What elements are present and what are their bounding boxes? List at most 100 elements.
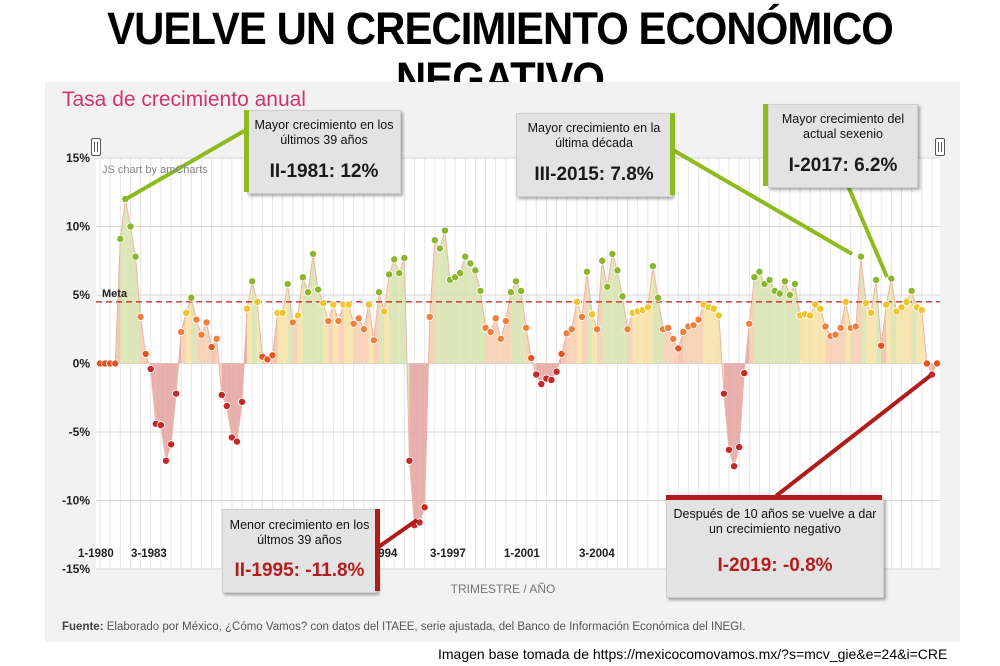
data-point bbox=[821, 322, 830, 331]
data-point bbox=[161, 456, 170, 465]
data-point bbox=[674, 344, 683, 353]
amcharts-credit[interactable]: JS chart by amCharts bbox=[102, 164, 208, 176]
connector-2015 bbox=[671, 148, 854, 256]
data-point bbox=[755, 267, 764, 276]
area-segment bbox=[145, 353, 151, 369]
data-point bbox=[664, 323, 673, 332]
data-point bbox=[623, 325, 632, 334]
data-point bbox=[511, 277, 520, 286]
data-point bbox=[785, 290, 794, 299]
area-segment bbox=[414, 363, 420, 526]
data-point bbox=[547, 375, 556, 384]
data-point bbox=[202, 318, 211, 327]
data-point bbox=[334, 317, 343, 326]
data-point bbox=[902, 297, 911, 306]
image-credit: Imagen base tomada de https://mexicocomo… bbox=[438, 646, 948, 662]
area-segment bbox=[734, 363, 740, 467]
y-tick-label: -15% bbox=[62, 562, 90, 576]
data-point bbox=[197, 330, 206, 339]
data-point bbox=[192, 315, 201, 324]
data-point bbox=[349, 319, 358, 328]
meta-label: Meta bbox=[102, 288, 128, 300]
data-point bbox=[131, 252, 140, 261]
data-point bbox=[552, 367, 561, 376]
connector-2017 bbox=[846, 185, 889, 278]
data-point bbox=[613, 266, 622, 275]
area-segment bbox=[708, 307, 714, 364]
data-point bbox=[567, 325, 576, 334]
area-segment bbox=[135, 256, 141, 364]
callout-2015: Mayor crecimiento en la última década II… bbox=[516, 113, 672, 197]
data-point bbox=[314, 285, 323, 294]
series-line bbox=[100, 199, 938, 526]
data-point bbox=[461, 252, 470, 261]
data-point bbox=[892, 307, 901, 316]
data-point bbox=[598, 256, 607, 265]
source-label: Fuente: bbox=[62, 621, 104, 633]
area-segment bbox=[409, 363, 415, 526]
source-note: Fuente: Elaborado por México, ¿Cómo Vamo… bbox=[62, 621, 746, 633]
data-point bbox=[790, 280, 799, 289]
data-point bbox=[141, 349, 150, 358]
area-segment bbox=[891, 278, 897, 364]
area-segment bbox=[368, 304, 374, 364]
area-segment bbox=[901, 301, 907, 364]
area-segment bbox=[764, 279, 770, 364]
data-point bbox=[522, 323, 531, 332]
callout-1995-text: Menor crecimiento en los últmos 39 años bbox=[229, 518, 370, 547]
y-tick-label: -5% bbox=[69, 425, 91, 439]
connector-1981 bbox=[125, 129, 245, 201]
data-point bbox=[877, 341, 886, 350]
data-point bbox=[517, 286, 526, 295]
data-point bbox=[765, 275, 774, 284]
callout-2019-text: Después de 10 años se vuelve a dar un cr… bbox=[673, 507, 877, 536]
callout-1981-text: Mayor crecimiento en los últimos 39 años bbox=[254, 118, 394, 147]
area-segment bbox=[191, 297, 197, 364]
area-segment bbox=[439, 230, 445, 364]
chart-title: Tasa de crecimiento anual bbox=[62, 88, 306, 111]
area-segment bbox=[505, 292, 511, 364]
data-point bbox=[415, 518, 424, 527]
scrollbar-right-handle[interactable] bbox=[935, 138, 945, 156]
area-segment bbox=[206, 322, 212, 364]
area-segment bbox=[774, 290, 780, 364]
x-axis-title: TRIMESTRE / AÑO bbox=[451, 582, 556, 596]
callout-1995: Menor crecimiento en los últmos 39 años … bbox=[222, 509, 377, 593]
area-segment bbox=[307, 253, 314, 364]
area-segment bbox=[125, 199, 131, 364]
area-segment bbox=[363, 304, 369, 364]
data-point bbox=[405, 456, 414, 465]
data-point bbox=[309, 249, 318, 258]
y-tick-label: 5% bbox=[73, 288, 91, 302]
scrollbar-left-handle[interactable] bbox=[91, 138, 101, 156]
area-segment bbox=[713, 308, 719, 364]
data-point bbox=[293, 311, 302, 320]
data-point bbox=[486, 327, 495, 336]
data-point bbox=[238, 397, 247, 406]
data-point bbox=[278, 308, 287, 317]
area-segment bbox=[419, 363, 425, 523]
area-segment bbox=[165, 363, 172, 461]
data-point bbox=[374, 288, 383, 297]
data-point bbox=[182, 308, 191, 317]
area-segment bbox=[800, 314, 806, 364]
data-point bbox=[882, 300, 891, 309]
area-segment bbox=[460, 256, 466, 364]
data-point bbox=[745, 319, 754, 328]
data-point bbox=[167, 440, 176, 449]
area-segment bbox=[455, 273, 461, 364]
area-segment bbox=[292, 315, 298, 364]
data-point bbox=[222, 401, 231, 410]
data-point bbox=[395, 269, 404, 278]
data-point bbox=[283, 280, 292, 289]
data-point bbox=[172, 389, 181, 398]
area-segment bbox=[642, 307, 648, 364]
callout-1981: Mayor crecimiento en los últimos 39 años… bbox=[247, 110, 401, 194]
callout-2019: Después de 10 años se vuelve a dar un cr… bbox=[666, 498, 884, 598]
headline: VUELVE UN CRECIMIENTO ECONÓMICO NEGATIVO bbox=[107, 3, 894, 104]
y-tick-label: -10% bbox=[62, 494, 90, 508]
data-point bbox=[430, 236, 439, 245]
connector-2019 bbox=[774, 374, 932, 498]
data-point bbox=[831, 330, 840, 339]
callout-1981-bar bbox=[244, 110, 249, 192]
